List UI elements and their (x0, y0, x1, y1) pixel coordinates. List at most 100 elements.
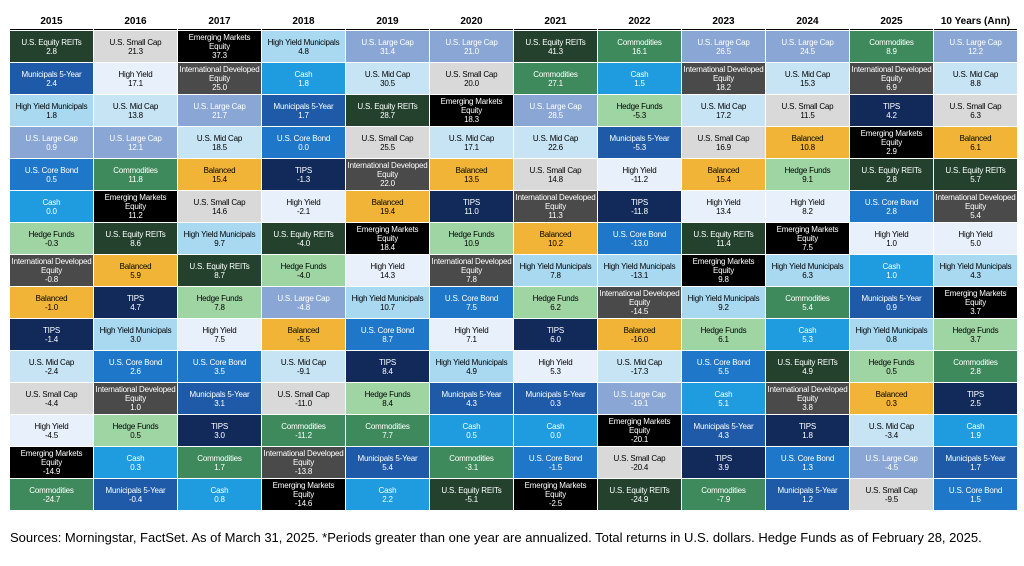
asset-return: 4.3 (466, 398, 477, 408)
asset-cell: Cash 1.5 (598, 63, 681, 94)
asset-cell: Cash 0.8 (178, 479, 261, 510)
asset-cell: U.S. Small Cap 11.5 (766, 95, 849, 126)
asset-name: U.S. Small Cap (697, 133, 750, 143)
asset-return: 14.6 (212, 206, 227, 216)
asset-return: 11.4 (716, 238, 731, 248)
asset-name: High Yield (874, 229, 909, 239)
asset-cell: TIPS 3.9 (682, 447, 765, 478)
asset-return: -4.0 (297, 270, 310, 280)
asset-cell: U.S. Large Cap 21.0 (430, 31, 513, 62)
asset-return: 2.8 (886, 206, 897, 216)
asset-cell: Balanced 19.4 (346, 191, 429, 222)
asset-return: 1.7 (970, 462, 981, 472)
asset-name: U.S. Mid Cap (616, 357, 663, 367)
asset-cell: Municipals 5-Year 1.2 (766, 479, 849, 510)
asset-return: -9.5 (885, 494, 898, 504)
asset-return: 11.8 (128, 174, 143, 184)
asset-cell: International Developed Equity 11.3 (514, 191, 597, 222)
asset-return: 1.0 (130, 403, 141, 412)
asset-cell: Commodities 5.4 (766, 287, 849, 318)
asset-name: Cash (798, 325, 817, 335)
asset-name: High Yield (34, 421, 69, 431)
asset-name: Cash (546, 421, 565, 431)
asset-name: TIPS (715, 453, 732, 463)
column-header: 2016 (94, 14, 177, 30)
asset-return: 2.8 (886, 174, 897, 184)
column-header: 2023 (682, 14, 765, 30)
asset-return: 2.8 (46, 46, 57, 56)
asset-cell: U.S. Core Bond 2.6 (94, 351, 177, 382)
asset-name: U.S. Large Cap (193, 101, 246, 111)
asset-return: 28.5 (548, 110, 563, 120)
asset-return: 0.0 (46, 206, 57, 216)
asset-cell: Commodities 7.7 (346, 415, 429, 446)
asset-cell: U.S. Equity REITs 2.8 (10, 31, 93, 62)
asset-return: 10.8 (800, 142, 815, 152)
asset-return: 8.8 (970, 78, 981, 88)
asset-name: High Yield (454, 325, 489, 335)
asset-name: Municipals 5-Year (609, 133, 670, 143)
asset-name: U.S. Mid Cap (700, 101, 747, 111)
asset-name: International Developed Equity (347, 161, 428, 179)
asset-return: 0.9 (886, 302, 897, 312)
asset-name: U.S. Mid Cap (532, 133, 579, 143)
asset-name: Municipals 5-Year (861, 293, 922, 303)
asset-return: 3.0 (214, 430, 225, 440)
asset-return: 14.3 (380, 270, 395, 280)
asset-return: -0.4 (129, 494, 142, 504)
asset-cell: TIPS 3.0 (178, 415, 261, 446)
asset-name: Balanced (791, 133, 824, 143)
asset-cell: TIPS 11.0 (430, 191, 513, 222)
asset-cell: U.S. Core Bond 1.3 (766, 447, 849, 478)
asset-cell: Hedge Funds 8.4 (346, 383, 429, 414)
asset-name: Commodities (29, 485, 74, 495)
asset-cell: U.S. Equity REITs -24.9 (598, 479, 681, 510)
asset-cell: U.S. Large Cap -4.8 (262, 287, 345, 318)
asset-return: 18.4 (380, 243, 395, 252)
asset-return: 13.5 (464, 174, 479, 184)
asset-name: U.S. Large Cap (697, 37, 750, 47)
asset-name: U.S. Small Cap (613, 453, 666, 463)
asset-return: -1.4 (45, 334, 58, 344)
asset-name: High Yield Municipals (939, 261, 1012, 271)
asset-cell: Commodities -3.1 (430, 447, 513, 478)
asset-name: Balanced (119, 261, 152, 271)
asset-return: 18.5 (212, 142, 227, 152)
asset-name: Cash (630, 69, 649, 79)
asset-name: Balanced (287, 325, 320, 335)
asset-return: -13.8 (294, 467, 313, 476)
asset-return: 28.7 (380, 110, 395, 120)
asset-name: U.S. Large Cap (25, 133, 78, 143)
asset-name: TIPS (127, 293, 144, 303)
asset-cell: U.S. Core Bond 1.5 (934, 479, 1017, 510)
asset-return: 10.2 (548, 238, 563, 248)
asset-cell: International Developed Equity -14.5 (598, 287, 681, 318)
column-header: 2024 (766, 14, 849, 30)
asset-name: High Yield Municipals (771, 261, 844, 271)
asset-cell: High Yield 8.2 (766, 191, 849, 222)
asset-return: 4.3 (718, 430, 729, 440)
column-header: 2015 (10, 14, 93, 30)
asset-cell: Cash 1.0 (850, 255, 933, 286)
asset-return: 5.4 (970, 211, 981, 220)
asset-name: U.S. Core Bond (108, 357, 163, 367)
asset-cell: Balanced 10.8 (766, 127, 849, 158)
asset-cell: Commodities 16.1 (598, 31, 681, 62)
asset-return: -11.0 (295, 398, 312, 408)
asset-return: 14.8 (548, 174, 563, 184)
asset-return: 17.2 (716, 110, 731, 120)
asset-name: U.S. Small Cap (361, 133, 414, 143)
asset-cell: U.S. Mid Cap 15.3 (766, 63, 849, 94)
asset-name: Municipals 5-Year (777, 485, 838, 495)
asset-name: Commodities (449, 453, 494, 463)
asset-name: Commodities (869, 37, 914, 47)
asset-name: Balanced (455, 165, 488, 175)
asset-name: U.S. Small Cap (865, 485, 918, 495)
asset-return: 25.5 (380, 142, 395, 152)
asset-return: 0.8 (886, 334, 897, 344)
asset-return: -4.5 (45, 430, 58, 440)
asset-name: U.S. Equity REITs (609, 485, 670, 495)
asset-name: Hedge Funds (952, 325, 999, 335)
asset-name: U.S. Large Cap (361, 37, 414, 47)
asset-cell: Emerging Markets Equity 37.3 (178, 31, 261, 62)
